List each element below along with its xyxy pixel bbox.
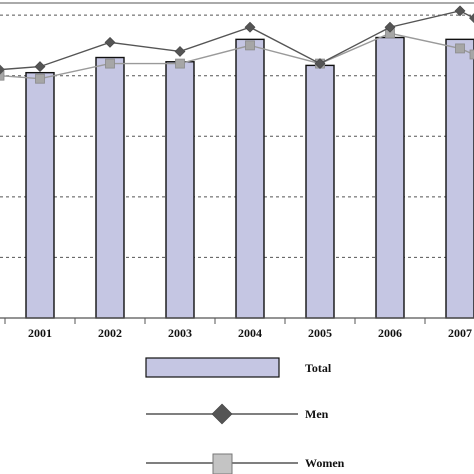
x-tick-label-2002: 2002 bbox=[98, 326, 122, 340]
legend-marker-men bbox=[211, 403, 233, 425]
x-tick-label-2004: 2004 bbox=[238, 326, 262, 340]
x-tick-label-2006: 2006 bbox=[378, 326, 402, 340]
bar-total-2007 bbox=[445, 38, 474, 319]
point-women-2007 bbox=[455, 43, 465, 54]
x-tick-label-2003: 2003 bbox=[168, 326, 192, 340]
point-men-2007 bbox=[454, 5, 466, 17]
point-men-2002 bbox=[104, 36, 116, 48]
legend-label-total: Total bbox=[305, 361, 332, 375]
legend-marker-women bbox=[212, 453, 233, 474]
point-men-2006 bbox=[384, 21, 396, 33]
point-women-2001 bbox=[35, 73, 45, 84]
x-tick-label-2001: 2001 bbox=[28, 326, 52, 340]
point-men-2004 bbox=[244, 21, 256, 33]
x-tick-label-2005: 2005 bbox=[308, 326, 332, 340]
point-women-edge bbox=[469, 49, 474, 60]
point-men-edge bbox=[469, 13, 474, 24]
point-women-edge-left bbox=[0, 70, 5, 81]
bar-total-2002 bbox=[95, 56, 125, 319]
point-women-2003 bbox=[175, 58, 185, 69]
legend-label-women: Women bbox=[305, 456, 345, 470]
bar-total-2003 bbox=[165, 61, 195, 319]
point-women-2004 bbox=[245, 40, 255, 51]
legend-swatch-total bbox=[145, 357, 280, 378]
line-series-women bbox=[0, 28, 474, 84]
line-series-men bbox=[0, 5, 474, 75]
point-men-2001 bbox=[34, 61, 46, 73]
x-tick-labels: 2001 2002 2003 2004 2005 2006 2007 bbox=[28, 326, 472, 340]
bar-total-2004 bbox=[235, 38, 265, 319]
x-tick-label-2007: 2007 bbox=[448, 326, 472, 340]
legend: Total Men Women bbox=[145, 357, 345, 474]
point-men-2003 bbox=[174, 46, 186, 57]
bar-total-2006 bbox=[375, 36, 405, 319]
point-men-2005 bbox=[314, 58, 326, 70]
bar-series-total bbox=[25, 36, 474, 319]
gridlines bbox=[0, 14, 474, 258]
legend-label-men: Men bbox=[305, 407, 329, 421]
point-men-edge-left bbox=[0, 64, 5, 75]
point-women-2002 bbox=[105, 58, 115, 69]
bar-total-2005 bbox=[305, 64, 335, 319]
bar-total-2001 bbox=[25, 71, 55, 319]
